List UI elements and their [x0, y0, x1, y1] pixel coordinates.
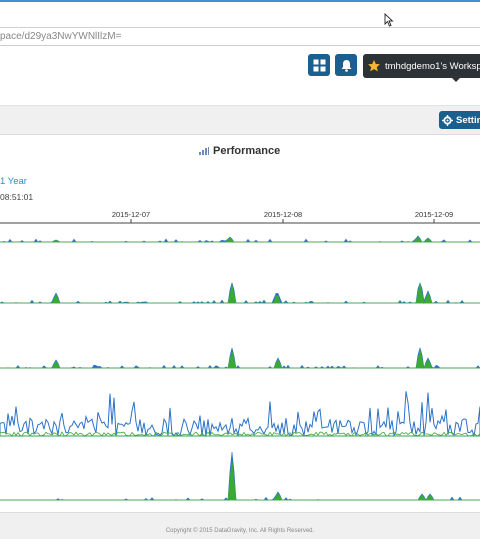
toolbar [0, 106, 480, 135]
grid-icon [313, 59, 325, 71]
timestamp-text: 08:51:01 [0, 192, 34, 202]
workspace-label: tmhdgdemo1's Workspace [385, 60, 480, 72]
x-tick-label: 2015-12-07 [112, 210, 150, 219]
series-green-area [0, 350, 480, 370]
footer: Copyright © 2015 DataGravity, Inc. All R… [0, 512, 480, 539]
star-icon [368, 60, 380, 72]
performance-title: Performance [213, 145, 281, 157]
copyright-text: Copyright © 2015 DataGravity, Inc. All R… [165, 528, 315, 534]
browser-accent-bar [0, 0, 480, 2]
performance-chart: 2015-12-07 2015-12-08 2015-12-09 [0, 210, 480, 501]
address-bar[interactable]: pace/d29ya3NwYWNlIlzM= [0, 27, 480, 46]
x-tick-label: 2015-12-09 [415, 210, 453, 219]
performance-heading: Performance [199, 145, 280, 157]
gear-icon [442, 114, 453, 126]
series-green-area [0, 431, 480, 437]
bell-icon [341, 59, 351, 72]
series-blue-area [0, 346, 480, 369]
settings-button[interactable]: Settin [439, 111, 480, 129]
x-tick-label: 2015-12-08 [264, 210, 302, 219]
series-blue-area [0, 235, 480, 243]
series-green-area [0, 283, 480, 305]
series-green-area [0, 461, 480, 501]
workspace-button[interactable]: tmhdgdemo1's Workspace [363, 54, 480, 78]
series-blue-area [0, 451, 480, 501]
series-blue-area [0, 391, 480, 438]
mouse-cursor-icon [384, 13, 394, 27]
settings-label: Settin [456, 114, 480, 126]
workspace-caret-icon [452, 78, 460, 82]
series-blue-area [0, 281, 480, 304]
bar-chart-icon [199, 147, 209, 155]
notifications-button[interactable] [335, 54, 357, 76]
series-green-area [0, 236, 480, 243]
range-1-year-link[interactable]: 1 Year [0, 176, 27, 187]
dashboard-button[interactable] [308, 54, 330, 76]
